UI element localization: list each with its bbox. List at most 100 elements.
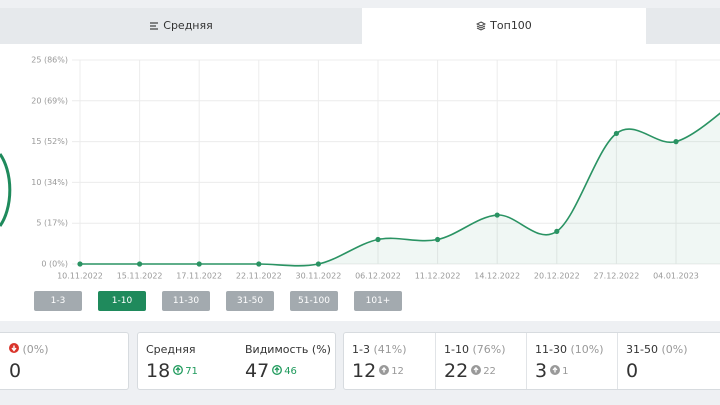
delta: 71: [173, 365, 198, 377]
y-tick-label: 5 (17%): [36, 219, 68, 228]
point: [137, 261, 143, 267]
value: 18: [146, 360, 171, 382]
stat-value: 18 71: [146, 360, 198, 382]
stat-label: 1-10 (76%): [444, 343, 506, 356]
value: 12: [352, 360, 377, 382]
label: 31-50: [626, 343, 658, 356]
stat-label: Видимость (%): [245, 343, 331, 356]
stat-cell: 1-10 (76%) 22 22: [435, 333, 527, 389]
point: [375, 236, 381, 243]
tab[interactable]: Топ100: [362, 8, 646, 44]
tab[interactable]: Средняя: [0, 8, 362, 44]
stat-value: 12 12: [352, 360, 404, 382]
x-tick-label: 06.12.2022: [355, 272, 401, 281]
delta-value: 12: [391, 366, 404, 377]
filter-button[interactable]: 11-30: [162, 291, 210, 311]
stat-label: 31-50 (0%): [626, 343, 688, 356]
share: (0%): [661, 343, 688, 356]
area: [80, 113, 720, 266]
share: (41%): [373, 343, 407, 356]
x-tick-label: 20.12.2022: [534, 272, 580, 281]
delta-value: 71: [185, 366, 198, 377]
delta-value: 46: [284, 366, 297, 377]
filter-button[interactable]: 1-10: [98, 291, 146, 311]
label: 11-30: [535, 343, 567, 356]
filter-button[interactable]: 31-50: [226, 291, 274, 311]
point: [494, 212, 500, 218]
share: (10%): [570, 343, 604, 356]
y-tick-label: 25 (86%): [31, 56, 68, 65]
stat-label: (0%): [9, 343, 49, 356]
y-tick-label: 10 (34%): [31, 178, 68, 187]
share: (76%): [472, 343, 506, 356]
icon: [150, 22, 159, 30]
icon: [379, 365, 390, 375]
icon: [173, 365, 184, 375]
x-tick-label: 14.12.2022: [474, 272, 520, 281]
point: [673, 139, 679, 145]
x-tick-label: 17.11.2022: [176, 272, 222, 281]
tab-label: Средняя: [163, 19, 213, 32]
icon: [9, 343, 19, 353]
filter-button[interactable]: 51-100: [290, 291, 338, 311]
point: [315, 261, 321, 267]
point: [554, 228, 560, 234]
filter-button[interactable]: 1-3: [34, 291, 82, 311]
stat-cell: 1-3 (41%) 12 12: [344, 333, 435, 389]
x-tick-label: 22.11.2022: [236, 272, 282, 281]
delta: 46: [272, 365, 297, 377]
value: 0: [626, 360, 639, 382]
stat-card: 1-3 (41%) 12 12 1-10 (76%) 22 22 11-30 (10%) 3 1…: [343, 332, 720, 390]
stat-cell: (0%) 0: [1, 333, 139, 389]
delta: 22: [471, 365, 496, 377]
stat-cell: Видимость (%) 47 46: [237, 333, 336, 389]
stat-cell: Средняя 18 71: [138, 333, 237, 389]
point: [256, 261, 262, 267]
label: Видимость (%): [245, 343, 331, 356]
value: 3: [535, 360, 548, 382]
stat-label: 1-3 (41%): [352, 343, 407, 356]
point: [435, 236, 441, 243]
stat-cell: 11-30 (10%) 3 1: [526, 333, 618, 389]
x-tick-label: 10.11.2022: [57, 272, 103, 281]
tab-bar: Средняя Топ100: [0, 8, 720, 44]
stat-label: 11-30 (10%): [535, 343, 604, 356]
gauge-edge: [0, 153, 12, 227]
stat-value: 47 46: [245, 360, 297, 382]
stat-value: 22 22: [444, 360, 496, 382]
icon: [272, 365, 283, 375]
point: [613, 130, 620, 137]
delta: 12: [379, 365, 404, 377]
filter-button[interactable]: 101+: [354, 291, 402, 311]
icon: [550, 365, 561, 375]
point: [77, 261, 83, 267]
label: 1-10: [444, 343, 469, 356]
value: 47: [245, 360, 270, 382]
label: Средняя: [146, 343, 196, 356]
tab-label: Топ100: [490, 19, 532, 32]
delta-value: 22: [483, 366, 496, 377]
value: 22: [444, 360, 469, 382]
y-tick-label: 0 (0%): [41, 260, 68, 269]
label: 1-3: [352, 343, 370, 356]
x-tick-label: 11.12.2022: [415, 272, 461, 281]
value: 0: [9, 360, 22, 382]
x-tick-label: 27.12.2022: [593, 272, 639, 281]
y-tick-label: 15 (52%): [31, 137, 68, 146]
stat-cell: 31-50 (0%) 0: [617, 333, 709, 389]
delta: 1: [550, 365, 569, 377]
chart: 0 (0%) 5 (17%) 10 (34%) 15 (52%) 20 (69%) 25 …: [0, 56, 720, 281]
stat-value: 0: [626, 360, 638, 382]
stat-label: Средняя: [146, 343, 195, 356]
x-tick-label: 30.11.2022: [295, 272, 341, 281]
stat-card: Средняя 18 71 Видимость (%) 47 46: [137, 332, 336, 390]
stat-value: 0: [9, 360, 21, 382]
share: (0%): [22, 343, 49, 356]
x-tick-label: 15.11.2022: [117, 272, 163, 281]
x-tick-label: 04.01.2023: [653, 272, 699, 281]
delta-value: 1: [562, 366, 569, 377]
y-tick-label: 20 (69%): [31, 96, 68, 105]
icon: [476, 21, 487, 31]
